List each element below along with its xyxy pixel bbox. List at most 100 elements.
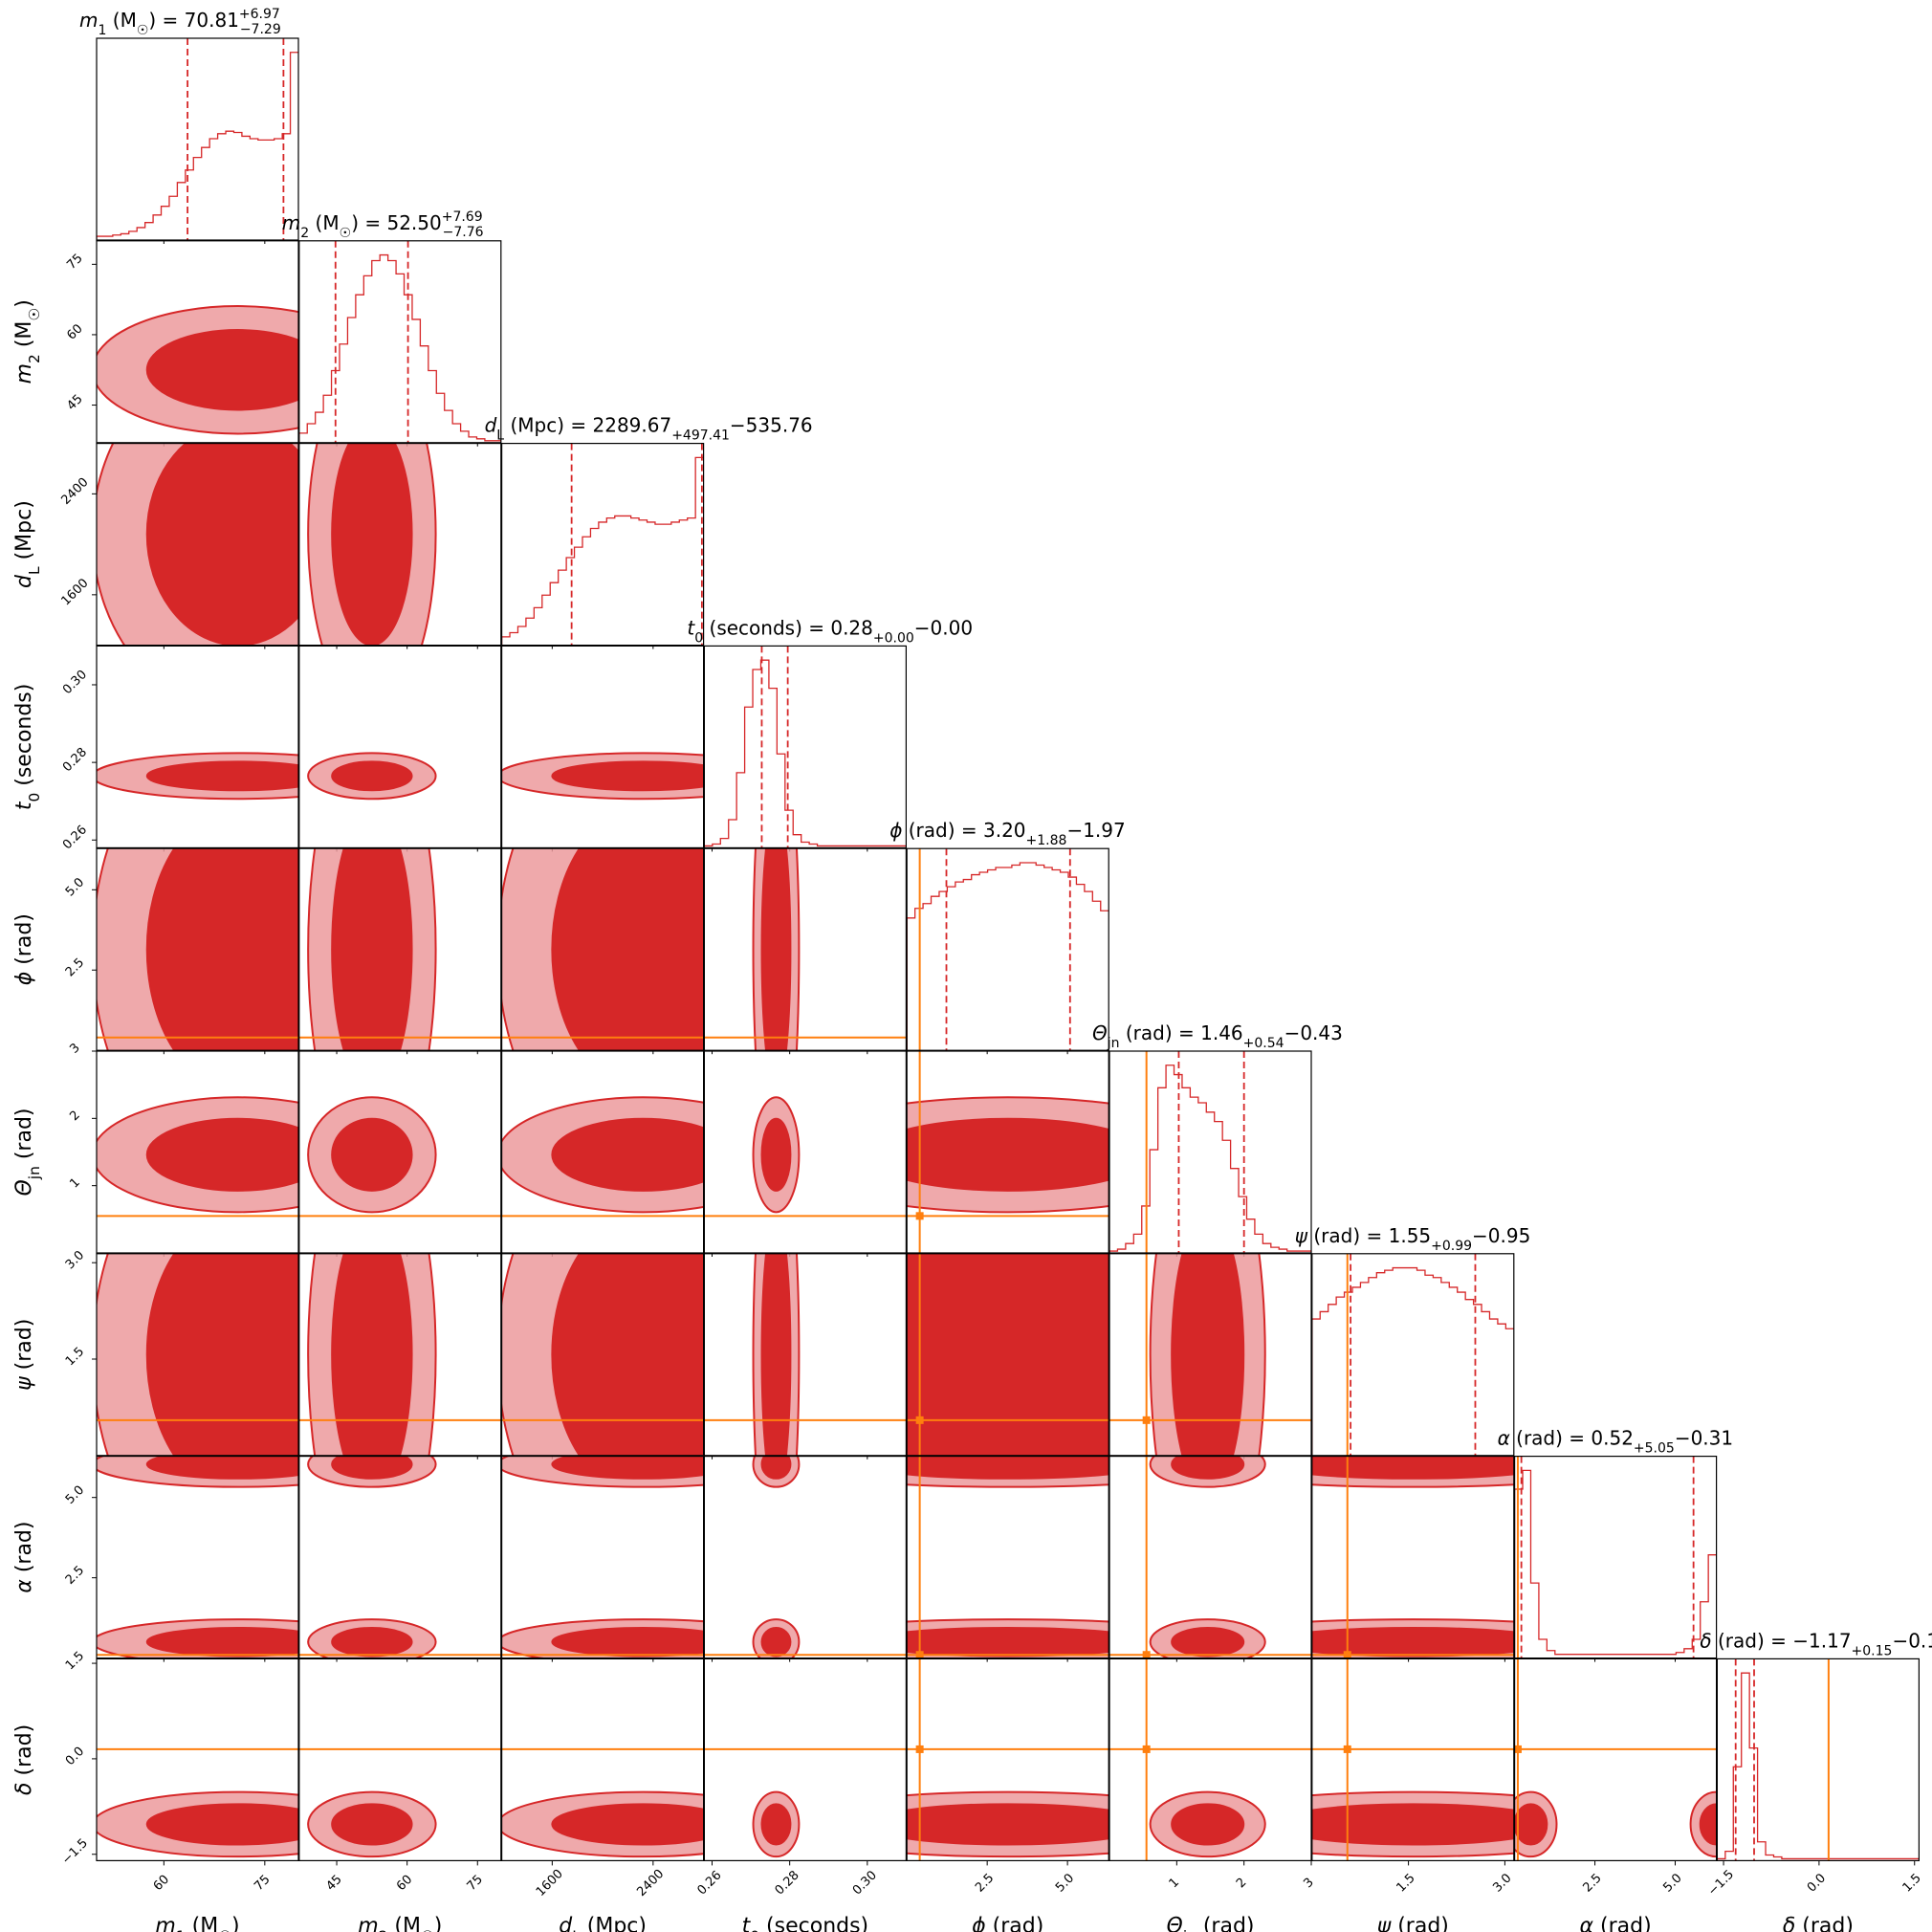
ytick-label-theta-0: 1 — [67, 1175, 82, 1191]
panel-t0-dL — [500, 645, 705, 852]
truth-marker-alpha-phi — [915, 1651, 924, 1658]
xtick-label-dL-1: 2400 — [634, 1867, 667, 1899]
title-psi: ψ (rad) = 1.55+0.99−0.95 — [1295, 1224, 1531, 1254]
frame-7-0 — [96, 1455, 299, 1659]
truth-marker-alpha-psi — [1343, 1651, 1351, 1658]
frame-6-2 — [500, 1253, 705, 1457]
xtick-label-dL-0: 1600 — [534, 1867, 566, 1899]
frame-5-2 — [500, 1050, 705, 1254]
xtick-label-phi-0: 2.5 — [973, 1871, 997, 1895]
histogram-t0 — [704, 659, 907, 848]
histogram-delta — [1717, 1672, 1920, 1861]
contour-psi-m1-0-1 — [145, 1253, 298, 1456]
ytick-label-phi-0: 2.5 — [63, 955, 87, 979]
contour-alpha-psi-1-1 — [1311, 1456, 1514, 1480]
panel-phi-m1: 2.5 5.0 ϕ (rad) — [12, 847, 299, 1055]
contour-dL-m2-0-1 — [331, 443, 413, 646]
ytick-label-t0-2: 0.30 — [60, 668, 90, 697]
frame-7-4 — [906, 1455, 1109, 1659]
contour-phi-m1-0-1 — [145, 848, 298, 1051]
title-theta: Θjn (rad) = 1.46+0.54−0.43 — [1092, 1021, 1343, 1051]
frame-5-1 — [298, 1050, 502, 1254]
panel-phi-t0 — [703, 847, 908, 1055]
ylabel-psi: ψ (rad) — [12, 1319, 36, 1391]
frame-4-1 — [298, 847, 502, 1051]
panel-theta-m2 — [298, 1050, 502, 1257]
histogram-phi — [907, 862, 1109, 1051]
contour-phi-t0-0-1 — [760, 848, 792, 1051]
panel-alpha-psi — [1311, 1455, 1515, 1662]
panel-m2-m2: m2 (M☉) = 52.50+7.69 −7.76 — [282, 209, 502, 447]
panel-m1-m1: m1 (M☉) = 70.81+6.97 −7.29 — [79, 7, 299, 244]
ytick-label-delta-0: −1.5 — [59, 1836, 91, 1868]
panel-theta-dL — [500, 1050, 705, 1257]
contour-dL-m1-0-1 — [145, 443, 298, 646]
frame-2-1 — [298, 443, 502, 647]
truth-marker-delta-psi — [1343, 1745, 1351, 1753]
frame-6-6 — [1311, 1253, 1515, 1457]
xtick-label-delta-2: 1.5 — [1900, 1871, 1924, 1895]
frame-8-7 — [1513, 1658, 1718, 1862]
xlabel-phi: ϕ (rad) — [972, 1914, 1043, 1932]
frame-8-2 — [500, 1658, 705, 1862]
histogram-psi — [1311, 1266, 1514, 1456]
panel-psi-m2 — [298, 1253, 502, 1460]
frame-3-0 — [96, 645, 299, 849]
panel-alpha-t0 — [703, 1455, 908, 1662]
xlabel-m1: m1 (M☉) — [155, 1914, 239, 1932]
panel-delta-phi: 2.5 5.0 ϕ (rad) — [906, 1658, 1109, 1932]
title-phi: ϕ (rad) = 3.20+1.88−1.97 — [889, 819, 1126, 848]
histogram-alpha — [1514, 1469, 1717, 1658]
title-delta: δ (rad) = −1.17+0.15−0.14 — [1700, 1629, 1932, 1658]
panel-theta-t0 — [703, 1050, 908, 1257]
histogram-dL — [501, 456, 704, 646]
panel-psi-t0 — [703, 1253, 908, 1460]
frame-2-0 — [96, 443, 299, 647]
truth-marker-alpha-theta — [1142, 1651, 1151, 1658]
contour-t0-dL-0-1 — [551, 760, 704, 792]
xtick-label-m1-1: 75 — [252, 1873, 273, 1894]
contour-delta-psi-0-1 — [1311, 1803, 1514, 1846]
xtick-label-alpha-1: 5.0 — [1660, 1871, 1684, 1895]
panel-theta-theta: Θjn (rad) = 1.46+0.54−0.43 — [1092, 1021, 1343, 1257]
frame-1-0 — [96, 240, 299, 444]
frame-5-0 — [96, 1050, 299, 1254]
frame-7-1 — [298, 1455, 502, 1659]
xtick-label-m2-2: 75 — [465, 1873, 486, 1894]
truth-marker-theta-phi — [915, 1212, 924, 1220]
frame-2-2 — [500, 443, 705, 647]
panel-alpha-dL — [500, 1455, 705, 1662]
ytick-label-theta-1: 2 — [67, 1109, 82, 1124]
ylabel-phi: ϕ (rad) — [12, 913, 36, 985]
ytick-label-delta-2: 1.5 — [63, 1649, 87, 1673]
xlabel-psi: ψ (rad) — [1377, 1914, 1449, 1932]
contour-t0-m2-0-1 — [331, 760, 413, 792]
contour-theta-m1-0-1 — [145, 1117, 298, 1192]
ytick-label-phi-1: 5.0 — [63, 875, 87, 899]
frame-5-4 — [906, 1050, 1109, 1254]
ytick-label-dL-1: 2400 — [59, 475, 92, 508]
contour-psi-m2-0-1 — [331, 1253, 413, 1456]
xlabel-t0: t0 (seconds) — [742, 1914, 869, 1932]
ytick-label-t0-1: 0.28 — [60, 745, 90, 775]
ytick-label-psi-1: 3.0 — [63, 1248, 87, 1272]
xtick-label-alpha-0: 2.5 — [1580, 1871, 1604, 1895]
ytick-label-m2-0: 45 — [64, 392, 85, 413]
frame-0-0 — [96, 37, 299, 241]
contour-delta-dL-0-1 — [551, 1803, 704, 1846]
panel-delta-psi: 1.5 3.0 ψ (rad) — [1311, 1658, 1515, 1932]
frame-7-5 — [1109, 1455, 1312, 1659]
contour-alpha-theta-0-1 — [1171, 1626, 1245, 1658]
frame-6-1 — [298, 1253, 502, 1457]
xlabel-dL: dL (Mpc) — [559, 1914, 647, 1932]
panel-delta-theta: 1 2 3 Θjn (rad) — [1109, 1658, 1317, 1932]
xtick-label-m2-0: 45 — [323, 1873, 344, 1894]
xtick-label-theta-2: 3 — [1301, 1876, 1316, 1891]
contour-alpha-m1-0-1 — [145, 1626, 298, 1658]
xtick-label-phi-1: 5.0 — [1053, 1871, 1077, 1895]
frame-8-8 — [1716, 1658, 1921, 1862]
contour-alpha-psi-0-1 — [1311, 1626, 1514, 1658]
panel-t0-m1: 0.26 0.28 0.30 t0 (seconds) — [12, 645, 299, 852]
contour-psi-phi-0-1 — [907, 1253, 1109, 1456]
